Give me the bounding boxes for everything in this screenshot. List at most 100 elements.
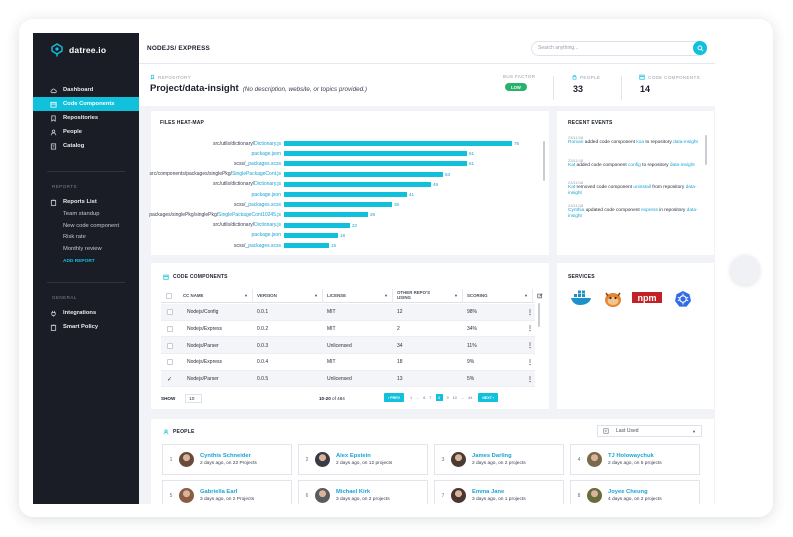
page-number[interactable]: 9 <box>446 395 449 400</box>
event-user[interactable]: Cynthia <box>568 207 585 213</box>
table-row[interactable]: Nodejs/Config 0.0.1 MIT 12 98% ⋮ <box>161 304 535 321</box>
event-target[interactable]: koa <box>636 140 645 145</box>
avatar[interactable] <box>451 488 466 503</box>
sidebar-item-integrations[interactable]: Integrations <box>33 306 139 320</box>
file-link[interactable]: SinglePackageCont10245.js <box>218 211 281 218</box>
file-link[interactable]: packages.scss <box>248 160 281 167</box>
sidebar-item-smart-policy[interactable]: Smart Policy <box>33 320 139 334</box>
report-item[interactable]: Team standup <box>63 211 100 217</box>
file-link[interactable]: Dictionary.js <box>254 140 281 147</box>
avatar[interactable] <box>451 452 466 467</box>
avatar[interactable] <box>315 452 330 467</box>
avatar[interactable] <box>315 488 330 503</box>
table-row[interactable]: Nodejs/Parser 0.0.3 Unlicensed 34 11% ⋮ <box>161 337 535 354</box>
docker-icon[interactable] <box>570 290 594 306</box>
row-checkbox[interactable] <box>167 342 173 349</box>
person-name[interactable]: Alex Epstein <box>336 453 371 459</box>
person-card[interactable]: 8 Joyee Cheung 4 days ago, on 2 projects <box>570 480 700 504</box>
scrollbar[interactable] <box>538 303 540 327</box>
report-item[interactable]: Risk rate <box>63 234 86 240</box>
event-repo[interactable]: data-insight <box>673 140 698 145</box>
more-icon[interactable]: ⋮ <box>527 343 533 350</box>
page-number[interactable]: 44 <box>468 395 473 400</box>
file-link[interactable]: Dictionary.js <box>254 222 281 229</box>
page-size-select[interactable]: 10 <box>185 393 203 403</box>
person-card[interactable]: 7 Emma Jane 3 days ago, on 1 projects <box>434 480 564 504</box>
col-cc-name[interactable]: CC NAME ▼ <box>181 289 253 303</box>
page-number[interactable]: 1 <box>410 395 413 400</box>
next-button[interactable]: NEXT › <box>478 393 499 402</box>
event-user[interactable]: Kat <box>568 162 576 168</box>
table-row[interactable]: ✓ Nodejs/Parser 0.0.5 Unlicensed 13 5% ⋮ <box>161 370 535 388</box>
col-other-repos[interactable]: OTHER REPO'S USING ▼ <box>393 289 463 303</box>
page-number[interactable]: 10 <box>452 395 457 400</box>
person-name[interactable]: James Darling <box>472 453 512 459</box>
prev-button[interactable]: ‹ PREV <box>384 393 404 402</box>
grunt-icon[interactable] <box>603 290 623 308</box>
check-icon[interactable]: ✓ <box>167 376 173 383</box>
more-icon[interactable]: ⋮ <box>527 309 533 316</box>
person-name[interactable]: Joyee Cheung <box>608 489 648 495</box>
report-item[interactable]: New code component <box>63 222 120 229</box>
edit-columns-cell[interactable] <box>533 289 547 303</box>
file-link[interactable]: SinglePackageCont.js <box>232 171 281 178</box>
avatar[interactable] <box>179 452 194 467</box>
avatar[interactable] <box>587 452 602 467</box>
person-card[interactable]: 5 Gabriella Earl 3 days ago, on 2 Projects <box>162 480 292 504</box>
sidebar-item-code-components[interactable]: Code Components <box>33 97 139 111</box>
brand[interactable]: datree.io <box>33 33 139 66</box>
person-card[interactable]: 6 Michael Kirk 3 days ago, on 2 projects <box>298 480 428 504</box>
person-name[interactable]: Gabriella Earl <box>200 489 238 495</box>
avatar[interactable] <box>179 488 194 503</box>
event-user[interactable]: Roman <box>568 140 584 145</box>
row-checkbox[interactable] <box>167 359 173 366</box>
person-card[interactable]: 3 James Darling 2 days ago, on 2 projects <box>434 444 564 475</box>
scrollbar[interactable] <box>705 135 707 165</box>
event-repo[interactable]: data-insight <box>568 207 698 219</box>
search-button[interactable] <box>693 41 707 55</box>
more-icon[interactable]: ⋮ <box>527 326 533 333</box>
table-row[interactable]: Nodejs/Express 0.0.2 MIT 2 34% ⋮ <box>161 321 535 338</box>
more-icon[interactable]: ⋮ <box>527 376 533 383</box>
person-name[interactable]: Michael Kirk <box>336 489 371 495</box>
more-icon[interactable]: ⋮ <box>527 359 533 366</box>
avatar[interactable] <box>587 488 602 503</box>
sidebar-item-people[interactable]: People <box>33 125 139 139</box>
person-card[interactable]: 1 Cynthis Schneider 2 days ago, on 22 Proj… <box>162 444 292 475</box>
event-repo[interactable]: data-insight <box>568 185 697 196</box>
page-number[interactable]: 7 <box>429 395 432 400</box>
sidebar-item-catalog[interactable]: Catalog <box>33 139 139 153</box>
col-scoring[interactable]: SCORING ▼ <box>463 289 533 303</box>
home-button[interactable] <box>730 255 760 285</box>
event-user[interactable]: Kat <box>568 185 576 190</box>
sidebar-item-dashboard[interactable]: Dashboard <box>33 83 139 97</box>
person-card[interactable]: 2 Alex Epstein 2 days ago, on 12 projects <box>298 444 428 475</box>
file-link[interactable]: Dictionary.js <box>254 181 281 188</box>
person-card[interactable]: 4 TJ Holowaychuk 2 days ago, on 5 projects <box>570 444 700 475</box>
sidebar-item-repositories[interactable]: Repositories <box>33 111 139 125</box>
person-name[interactable]: TJ Holowaychuk <box>608 453 654 459</box>
add-report-button[interactable]: ADD REPORT <box>63 259 95 264</box>
col-license[interactable]: LICENSE ▼ <box>323 289 393 303</box>
file-link[interactable]: package.json <box>251 191 281 198</box>
file-link[interactable]: packages.scss <box>248 201 281 208</box>
scrollbar[interactable] <box>543 141 545 181</box>
search-box[interactable]: Search anything... <box>531 40 707 56</box>
event-target[interactable]: config <box>628 162 641 168</box>
event-target[interactable]: express <box>641 207 658 213</box>
row-checkbox[interactable] <box>167 325 173 332</box>
event-repo[interactable]: data-insight <box>669 162 695 168</box>
event-target[interactable]: uninstall <box>633 185 651 190</box>
file-link[interactable]: packages.scss <box>248 242 281 249</box>
select-all-checkbox[interactable] <box>166 293 172 299</box>
page-number[interactable]: 6 <box>423 395 426 400</box>
row-checkbox[interactable] <box>167 309 173 316</box>
report-item[interactable]: Monthly review <box>63 245 102 252</box>
sort-select[interactable]: Last Used ▼ <box>597 425 702 437</box>
person-name[interactable]: Emma Jane <box>472 489 505 495</box>
col-version[interactable]: VERSION ▼ <box>253 289 323 303</box>
sidebar-item-reports-list[interactable]: Reports List <box>33 195 139 209</box>
file-link[interactable]: package.json <box>251 150 281 157</box>
page-number[interactable]: 8 <box>435 394 443 401</box>
kubernetes-icon[interactable] <box>674 290 692 308</box>
